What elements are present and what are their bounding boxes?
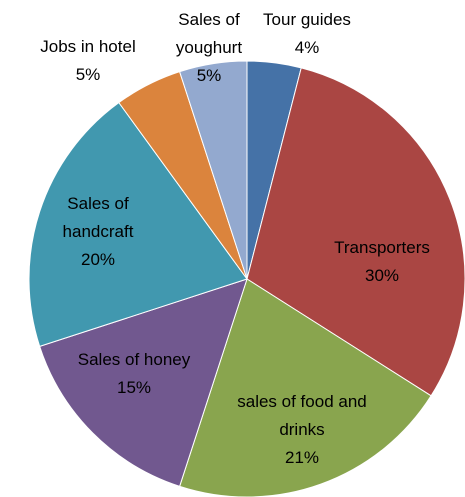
value-label: 4% bbox=[294, 38, 320, 57]
value-label: 5% bbox=[75, 65, 101, 84]
value-label: 15% bbox=[116, 378, 152, 397]
pie-slice bbox=[179, 278, 432, 497]
category-label: Transporters bbox=[334, 238, 430, 257]
slice-label: sales of food and drinks 21% bbox=[227, 388, 377, 472]
category-label: Jobs in hotel bbox=[40, 37, 136, 56]
pie-slice bbox=[39, 278, 248, 487]
pie-slice bbox=[179, 60, 248, 280]
pie-slice bbox=[28, 101, 248, 347]
category-label: Sales of handcraft bbox=[62, 194, 134, 241]
value-label: 21% bbox=[284, 448, 320, 467]
category-label: Tour guides bbox=[263, 10, 351, 29]
slice-label: Tour guides 4% bbox=[247, 6, 367, 62]
slice-label: Jobs in hotel 5% bbox=[23, 33, 153, 89]
category-label: Sales of youghurt bbox=[175, 10, 243, 57]
slice-label: Sales of youghurt 5% bbox=[162, 6, 257, 90]
value-label: 30% bbox=[364, 266, 400, 285]
slice-label: Transporters 30% bbox=[307, 234, 457, 290]
category-label: Sales of honey bbox=[77, 350, 191, 369]
slice-label: Sales of honey 15% bbox=[49, 346, 219, 402]
pie-slice bbox=[246, 67, 465, 397]
value-label: 20% bbox=[80, 250, 116, 269]
value-label: 5% bbox=[196, 66, 222, 85]
slice-label: Sales of handcraft 20% bbox=[43, 190, 153, 274]
category-label: sales of food and drinks bbox=[237, 392, 367, 439]
